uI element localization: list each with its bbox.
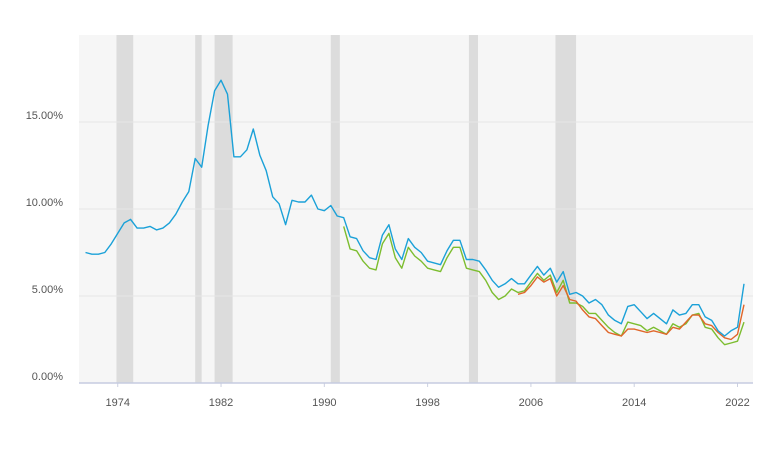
y-tick-label: 0.00% xyxy=(32,371,63,383)
x-tick-label: 2022 xyxy=(725,397,749,409)
x-tick-label: 2014 xyxy=(622,397,646,409)
y-tick-label: 10.00% xyxy=(26,197,64,209)
x-tick-label: 2006 xyxy=(519,397,543,409)
x-tick-label: 1990 xyxy=(312,397,336,409)
x-tick-label: 1974 xyxy=(105,397,129,409)
y-tick-label: 15.00% xyxy=(26,110,64,122)
y-tick-label: 5.00% xyxy=(32,284,63,296)
series-line xyxy=(517,276,745,341)
series-line xyxy=(343,226,745,346)
x-tick-label: 1982 xyxy=(209,397,233,409)
x-tick-label: 1998 xyxy=(415,397,439,409)
series-line xyxy=(85,79,745,337)
